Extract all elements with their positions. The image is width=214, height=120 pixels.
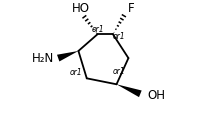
Text: or1: or1 <box>113 67 125 76</box>
Text: H₂N: H₂N <box>32 52 55 65</box>
Text: or1: or1 <box>91 25 104 34</box>
Text: OH: OH <box>147 89 165 102</box>
Polygon shape <box>117 84 142 97</box>
Text: HO: HO <box>72 2 90 15</box>
Polygon shape <box>57 51 78 61</box>
Text: or1: or1 <box>113 32 125 41</box>
Text: F: F <box>128 2 134 15</box>
Text: or1: or1 <box>70 68 82 77</box>
